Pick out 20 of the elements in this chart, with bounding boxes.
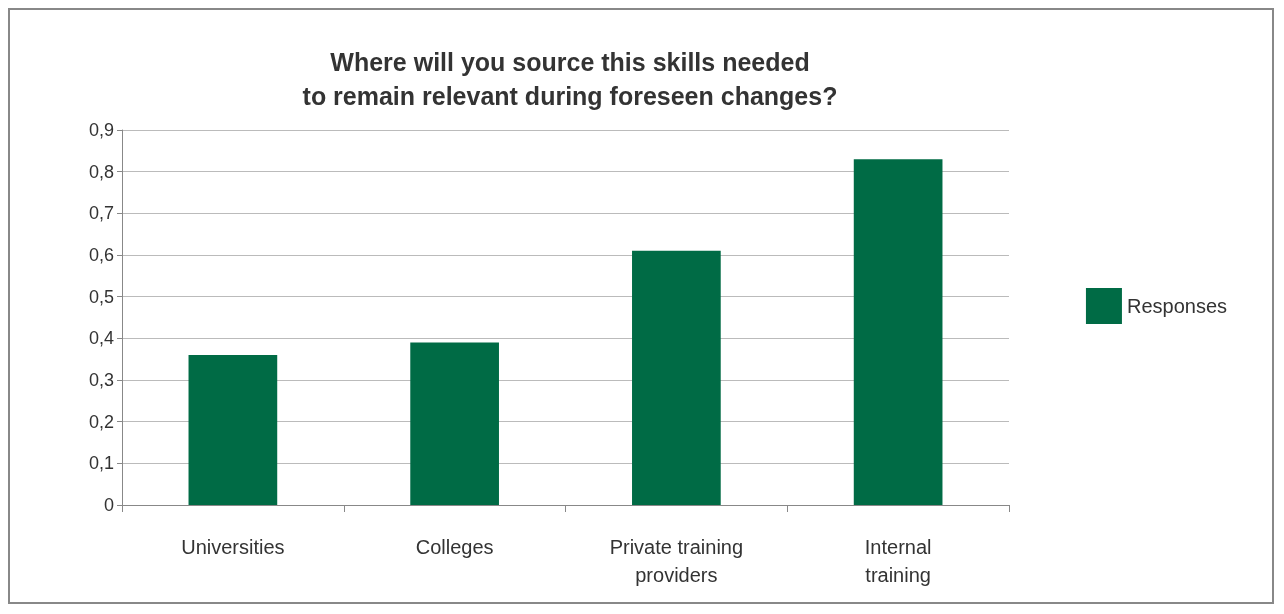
- bar: [632, 250, 721, 505]
- chart-title: Where will you source this skills needed to remain relevant during foreseen changes?: [302, 48, 838, 110]
- y-tick-label: 0,7: [88, 203, 114, 224]
- y-tick-label: 0: [103, 495, 114, 515]
- x-tick-label: Internal training: [864, 536, 932, 586]
- y-tick-label: 0,6: [88, 245, 114, 265]
- y-tick-label: 0,8: [88, 161, 114, 182]
- y-tick-label: 0,9: [88, 120, 114, 140]
- y-tick-label: 0,1: [88, 453, 114, 474]
- bar: [188, 355, 278, 505]
- x-tick-label: Universities: [181, 536, 285, 558]
- y-tick-label: 0,5: [88, 286, 114, 307]
- y-tick-label: 0,4: [88, 328, 114, 349]
- y-tick-label: 0,2: [88, 411, 114, 432]
- legend-label: Responses: [1126, 295, 1227, 317]
- x-tick-label: Private training providers: [609, 536, 744, 586]
- bar: [410, 342, 499, 505]
- x-tick-label: Colleges: [415, 536, 494, 558]
- bar: [853, 159, 943, 505]
- y-tick-label: 0,3: [88, 370, 114, 390]
